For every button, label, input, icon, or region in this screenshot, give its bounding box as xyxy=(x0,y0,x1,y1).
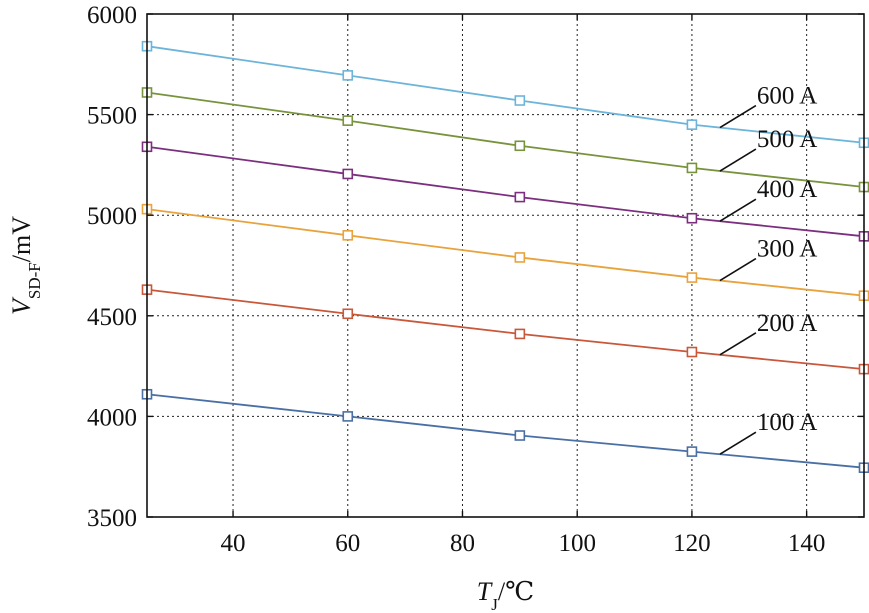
x-tick-label: 80 xyxy=(450,530,475,557)
data-point xyxy=(342,230,354,241)
y-tick-label: 3500 xyxy=(87,505,137,532)
y-tick-label: 6000 xyxy=(87,2,137,29)
data-point xyxy=(514,430,526,441)
y-tick-label: 5000 xyxy=(87,203,137,230)
annotation-leader xyxy=(719,198,757,222)
data-point xyxy=(514,95,526,106)
x-axis-title-main: T xyxy=(477,577,493,606)
data-point xyxy=(686,346,698,358)
data-point xyxy=(686,272,698,283)
data-point xyxy=(686,162,698,174)
data-point xyxy=(514,191,526,203)
x-tick-label: 40 xyxy=(221,530,246,557)
y-axis-title-sub: SD-F xyxy=(25,262,44,299)
grid-lines xyxy=(147,14,864,517)
data-point xyxy=(686,446,698,457)
annotation-leader xyxy=(719,104,757,129)
y-axis-title-main: V xyxy=(7,296,36,315)
x-tick-label: 140 xyxy=(788,530,826,557)
x-tick-label: 60 xyxy=(335,530,360,557)
data-point xyxy=(514,140,526,152)
y-tick-label: 4500 xyxy=(87,304,137,331)
y-tick-label: 5500 xyxy=(87,103,137,130)
x-axis-title: TJ/℃ xyxy=(477,577,534,613)
x-axis-title-unit: /℃ xyxy=(498,577,534,606)
annotation-label: 200 A xyxy=(757,310,817,337)
annotation-label: 300 A xyxy=(757,236,817,263)
y-axis-title: VSD-F/mV xyxy=(7,216,44,315)
x-tick-label: 120 xyxy=(673,530,711,557)
data-point xyxy=(686,212,698,224)
data-point xyxy=(342,411,354,422)
annotation-leader xyxy=(719,431,757,455)
annotation-label: 100 A xyxy=(757,409,817,436)
annotation-label: 400 A xyxy=(757,176,817,203)
data-point xyxy=(514,252,526,263)
series-annotations: 100 A 200 A 300 A 400 A 500 A 600 A xyxy=(719,83,817,455)
tick-labels: 40 60 80 100 120 140 3500 4000 4500 5000 5500 6000 xyxy=(87,2,864,557)
data-point xyxy=(342,308,354,320)
y-axis-title-unit: /mV xyxy=(7,216,36,262)
data-point xyxy=(342,168,354,180)
data-point xyxy=(686,119,698,130)
annotation-label: 600 A xyxy=(757,83,817,110)
series-500a xyxy=(141,87,869,193)
y-tick-label: 4000 xyxy=(87,404,137,431)
data-point xyxy=(342,70,354,81)
annotation-leader xyxy=(719,257,757,282)
annotation-leader xyxy=(719,332,757,356)
annotation-leader xyxy=(719,148,757,172)
data-point xyxy=(342,115,354,126)
annotation-label: 500 A xyxy=(757,126,817,153)
x-tick-label: 100 xyxy=(558,530,596,557)
plot-area-frame xyxy=(146,13,865,518)
x-axis-title-sub: J xyxy=(491,595,498,613)
data-point xyxy=(514,328,526,340)
